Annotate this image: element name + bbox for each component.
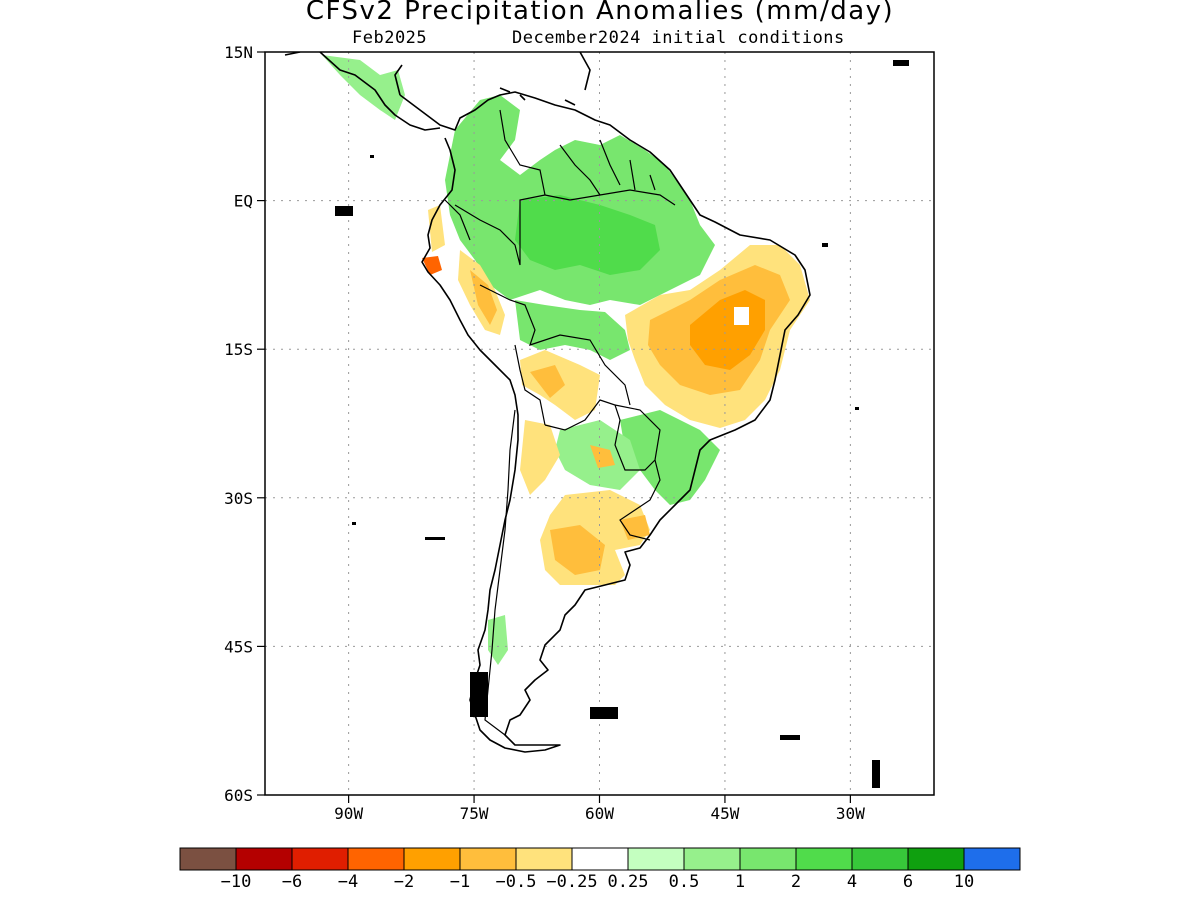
anomaly-green-southwest-amazon: [515, 300, 630, 360]
x-tick-label: 90W: [334, 804, 363, 823]
colorbar-label: 6: [903, 872, 913, 892]
anomaly-green-amazon-core: [515, 195, 660, 275]
missing-data-cell: [734, 307, 749, 325]
initial-conditions-label: December2024 initial conditions: [512, 28, 845, 48]
colorbar-label: 1: [735, 872, 745, 892]
colorbar-swatch: [459, 847, 517, 871]
y-tick-label: EQ: [234, 192, 253, 211]
galapagos-islands: [335, 206, 353, 216]
border-peru-bolivia-chile: [514, 344, 546, 426]
colorbar-swatch: [683, 847, 741, 871]
precipitation-anomaly-field: [322, 55, 810, 665]
colorbar-swatch: [851, 847, 909, 871]
colorbar-label: 10: [954, 872, 974, 892]
tierra-del-fuego: [470, 672, 488, 717]
colorbar-swatch: [963, 847, 1021, 871]
colorbar-label: 0.25: [608, 872, 649, 892]
trindade-island: [855, 407, 859, 410]
y-tick-label: 60S: [224, 786, 253, 805]
x-tick-label: 60W: [585, 804, 614, 823]
border-paraguay-brazil: [614, 404, 661, 461]
island-cocos: [370, 155, 374, 158]
anomaly-orange-uruguay: [620, 515, 650, 540]
anomaly-orange-central-argentina: [550, 525, 605, 575]
border-colombia-venezuela: [499, 109, 546, 196]
border-chile-argentina: [484, 409, 516, 736]
y-tick-label: 30S: [224, 489, 253, 508]
border-argentina-brazil-uruguay: [619, 459, 661, 541]
colorbar-label: −0.25: [546, 872, 597, 892]
colorbar: −10 −6 −4 −2 −1 −0.5 −0.25 0.25 0.5 1 2 4 6 10: [179, 847, 1021, 892]
x-tick-label: 75W: [460, 804, 489, 823]
colorbar-label: 4: [847, 872, 857, 892]
border-colombia-peru-brazil: [454, 194, 546, 266]
island-east-pacific: [352, 522, 356, 525]
colorbar-label: −0.5: [496, 872, 537, 892]
forecast-month: Feb2025: [352, 28, 428, 48]
x-tick-label: 30W: [836, 804, 865, 823]
colorbar-label: −6: [282, 872, 302, 892]
map-axes: 90W 75W 60W 45W 30W 15N EQ 15S 30S 45S 60S: [224, 43, 865, 823]
x-tick-label: 45W: [710, 804, 739, 823]
anomaly-orange-paraguay: [590, 445, 615, 468]
colorbar-swatch: [515, 847, 573, 871]
fernando-de-noronha: [822, 243, 828, 247]
colorbar-swatch: [235, 847, 293, 871]
colorbar-swatch: [291, 847, 349, 871]
island-south-sandwich: [872, 760, 880, 788]
border-ecuador: [444, 199, 471, 241]
south-georgia: [780, 735, 800, 740]
border-bolivia-paraguay-argentina: [544, 399, 656, 471]
colorbar-swatch: [347, 847, 405, 871]
border-peru-brazil-bolivia: [479, 284, 631, 406]
island-north-atlantic: [893, 60, 909, 66]
colorbar-swatch: [739, 847, 797, 871]
colorbar-label: 2: [791, 872, 801, 892]
colorbar-swatch: [795, 847, 853, 871]
anomaly-green-patagonia-west: [488, 615, 508, 665]
y-tick-label: 15S: [224, 340, 253, 359]
anomaly-orange-altiplano: [530, 365, 565, 398]
chart-title: CFSv2 Precipitation Anomalies (mm/day): [305, 0, 895, 26]
border-venezuela-guyana: [559, 139, 656, 196]
anomaly-yellow-ecuador: [428, 205, 445, 252]
colorbar-label: −4: [338, 872, 358, 892]
islands: [335, 60, 909, 788]
colorbar-swatch: [571, 847, 629, 871]
colorbar-swatch: [179, 847, 237, 871]
anomaly-green-south-brazil: [620, 410, 720, 505]
y-tick-label: 45S: [224, 637, 253, 656]
border-brazil-north: [544, 189, 676, 206]
falkland-islands: [590, 707, 618, 719]
colorbar-swatch: [403, 847, 461, 871]
colorbar-label: 0.5: [669, 872, 700, 892]
coastline-caribbean-north: [499, 52, 591, 106]
anomaly-yellow-andes-north-argentina: [520, 420, 560, 495]
country-borders: [444, 109, 676, 736]
anomaly-red-ecuador: [422, 256, 442, 275]
y-tick-label: 15N: [224, 43, 253, 62]
colorbar-label: −1: [450, 872, 470, 892]
juan-fernandez-islands: [425, 537, 445, 540]
colorbar-swatch: [627, 847, 685, 871]
colorbar-label: −2: [394, 872, 414, 892]
colorbar-swatch: [907, 847, 965, 871]
coastline-south-america: [399, 91, 811, 753]
colorbar-label: −10: [221, 872, 252, 892]
anomaly-orange-peru-andes: [470, 270, 497, 325]
